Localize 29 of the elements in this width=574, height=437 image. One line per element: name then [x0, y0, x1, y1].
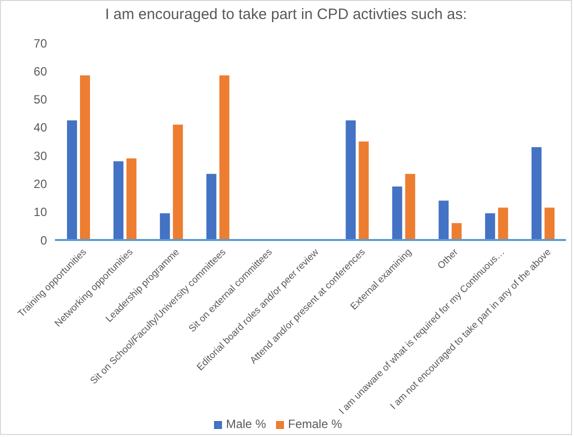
bar [532, 147, 542, 240]
chart-title: I am encouraged to take part in CPD activties such as: [104, 6, 468, 23]
y-tick-label: 50 [34, 92, 48, 107]
bar [452, 223, 462, 240]
y-tick-label: 70 [34, 36, 48, 50]
y-tick-label: 40 [34, 120, 48, 135]
bar [67, 120, 77, 240]
bar [485, 213, 496, 240]
bar [219, 75, 230, 240]
bar [172, 124, 183, 240]
bar [346, 120, 356, 240]
bar [358, 142, 369, 240]
bar [498, 208, 508, 240]
bar [405, 174, 416, 240]
y-tick-label: 30 [34, 148, 48, 163]
y-tick-label: 60 [34, 64, 48, 78]
bar [113, 161, 124, 240]
y-tick-label: 0 [40, 233, 48, 248]
bar [392, 186, 402, 240]
bar [126, 158, 136, 240]
y-tick-label: 20 [34, 176, 48, 191]
legend-label: Male % [226, 417, 266, 431]
bar [160, 213, 170, 240]
bar [80, 75, 90, 240]
bar [544, 208, 555, 240]
y-tick-label: 10 [34, 205, 48, 220]
bar [438, 200, 449, 240]
legend-label: Female % [288, 417, 342, 431]
bar [206, 174, 216, 240]
